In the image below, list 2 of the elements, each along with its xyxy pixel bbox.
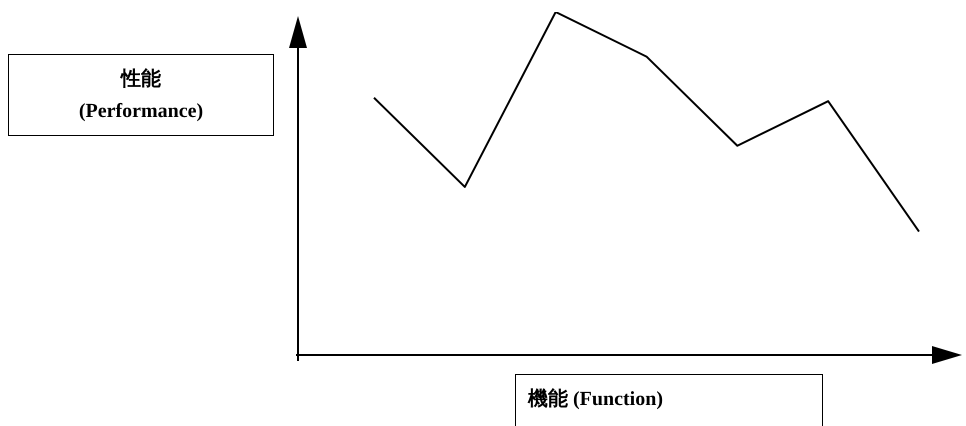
- y-axis-title: 性能 (Performance): [78, 67, 204, 124]
- x-axis-title: 機能 (Function): [515, 374, 823, 426]
